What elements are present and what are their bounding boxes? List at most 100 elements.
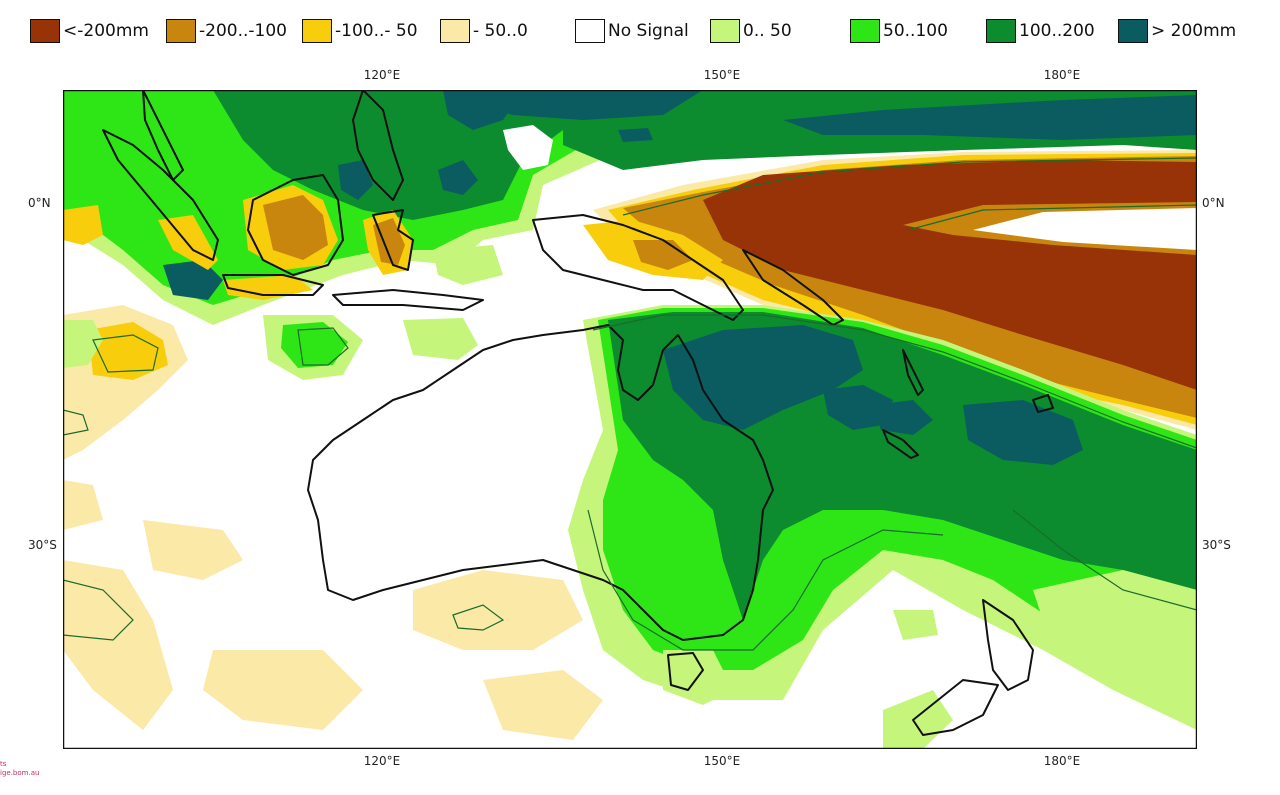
legend-item-no-signal: No Signal xyxy=(575,14,689,48)
legend-swatch xyxy=(575,19,605,43)
lat-label-0n-left: 0°N xyxy=(28,196,51,210)
legend-label: 100..200 xyxy=(1019,21,1095,41)
legend-swatch xyxy=(850,19,880,43)
credit-line: ige.bom.au xyxy=(0,769,40,777)
legend-swatch xyxy=(440,19,470,43)
lat-label-30s-right: 30°S xyxy=(1202,538,1231,552)
sumatra-coastline xyxy=(102,129,219,261)
solomon-islands-coastline xyxy=(742,249,844,326)
nusa-tenggara-coastline xyxy=(332,289,484,311)
coastline-layer xyxy=(102,90,1054,736)
borneo-coastline xyxy=(247,174,344,276)
contour-line xyxy=(907,204,1197,231)
contour-line xyxy=(592,314,1197,449)
legend-label: > 200mm xyxy=(1151,21,1237,41)
legend-item-50-0: - 50..0 xyxy=(440,14,528,48)
region-indian-0-50 xyxy=(63,320,103,368)
contour-line xyxy=(92,334,159,373)
region-indian-0-50 xyxy=(433,245,503,285)
legend-swatch xyxy=(166,19,196,43)
contour-line xyxy=(622,157,1197,216)
legend-label: 50..100 xyxy=(883,21,948,41)
region-pacific-north-above-200 xyxy=(783,95,1197,140)
credit-text: ts ige.bom.au xyxy=(0,760,39,778)
legend-swatch xyxy=(302,19,332,43)
credit-line: ts xyxy=(0,760,7,768)
region-east-aus-above-200 xyxy=(873,400,933,435)
region-pacific-north-above-200 xyxy=(443,90,703,120)
map-frame xyxy=(63,90,1197,749)
legend-label: No Signal xyxy=(608,21,689,41)
region-indian-0-50 xyxy=(403,318,478,360)
region-indian-50-100 xyxy=(281,322,348,368)
malay-peninsula-coastline xyxy=(142,90,184,181)
vanuatu-coastline xyxy=(902,349,924,396)
region-west-dry-100-50 xyxy=(63,205,103,245)
region-east-aus-above-200 xyxy=(823,385,893,430)
lon-label-180e-bottom: 180°E xyxy=(1043,754,1081,768)
contour-line xyxy=(297,327,349,366)
region-nz-0-50 xyxy=(893,610,938,640)
rainfall-anomaly-map xyxy=(63,90,1197,749)
region-borneo-dry-200-100 xyxy=(263,195,328,260)
legend-swatch xyxy=(30,19,60,43)
region-east-aus-above-200 xyxy=(963,400,1083,465)
region-java-dry-100-50 xyxy=(223,275,313,300)
contour-line xyxy=(587,509,944,651)
region-pacific-north-above-200 xyxy=(618,128,653,142)
lon-label-150e-top: 150°E xyxy=(703,68,741,82)
australia-coastline xyxy=(307,324,774,641)
region-south-dry-50-0 xyxy=(63,480,103,530)
legend-item-below-200: <-200mm xyxy=(30,14,149,48)
legend-label: -200..-100 xyxy=(199,21,287,41)
map-field xyxy=(63,90,1197,749)
sulawesi-coastline xyxy=(372,209,414,271)
region-maritime-above-200 xyxy=(338,160,373,200)
contour-line xyxy=(63,579,134,641)
legend-label: 0.. 50 xyxy=(743,21,792,41)
new-zealand-south-coastline xyxy=(912,679,999,736)
java-coastline xyxy=(222,274,324,296)
new-guinea-coastline xyxy=(532,214,744,321)
legend-item-50-100: 50..100 xyxy=(850,14,948,48)
legend-label: -100..- 50 xyxy=(335,21,418,41)
region-south-dry-50-0 xyxy=(483,670,603,740)
lon-label-150e-bottom: 150°E xyxy=(703,754,741,768)
region-no-signal-patch xyxy=(973,208,1197,250)
region-no-signal-patch xyxy=(503,125,553,170)
region-nz-0-50 xyxy=(883,690,953,749)
legend-item-above-200: > 200mm xyxy=(1118,14,1236,48)
legend-label: - 50..0 xyxy=(473,21,528,41)
region-sulawesi-dry-200-100 xyxy=(373,218,405,265)
legend-swatch xyxy=(986,19,1016,43)
region-south-dry-50-0 xyxy=(413,570,583,650)
contour-line xyxy=(452,604,505,631)
legend-swatch xyxy=(710,19,740,43)
fiji-coastline xyxy=(1032,394,1054,413)
region-maritime-above-200 xyxy=(438,160,478,195)
new-caledonia-coastline xyxy=(882,429,919,459)
legend-item-100-200: 100..200 xyxy=(986,14,1095,48)
region-indian-dry-100-50 xyxy=(88,322,168,380)
region-newguinea-dry-200-100 xyxy=(633,240,693,270)
philippines-coastline xyxy=(352,90,404,201)
region-south-dry-50-0 xyxy=(63,560,173,730)
tasmania-coastline xyxy=(667,652,704,691)
legend-label: <-200mm xyxy=(63,21,149,41)
region-nz-0-50 xyxy=(1033,570,1197,690)
lat-label-0n-right: 0°N xyxy=(1202,196,1225,210)
legend-item-100-50: -100..- 50 xyxy=(302,14,418,48)
new-zealand-north-coastline xyxy=(982,599,1034,691)
region-south-dry-50-0 xyxy=(203,650,363,730)
lat-label-30s-left: 30°S xyxy=(28,538,57,552)
contour-layer xyxy=(63,157,1197,651)
lon-label-120e-top: 120°E xyxy=(363,68,401,82)
legend-item-0-50: 0.. 50 xyxy=(710,14,792,48)
legend-item-200-100: -200..-100 xyxy=(166,14,287,48)
contour-line xyxy=(1012,509,1197,611)
legend-swatch xyxy=(1118,19,1148,43)
region-south-dry-50-0 xyxy=(143,520,243,580)
lon-label-120e-bottom: 120°E xyxy=(363,754,401,768)
lon-label-180e-top: 180°E xyxy=(1043,68,1081,82)
contour-line xyxy=(63,409,89,436)
